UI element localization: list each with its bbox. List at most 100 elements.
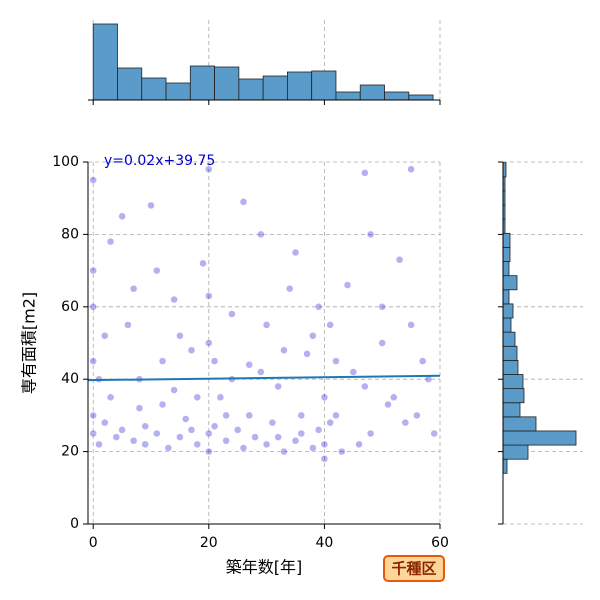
point [413, 411, 421, 420]
bar [502, 458, 508, 474]
point [401, 418, 410, 427]
point [228, 310, 236, 318]
bar [502, 416, 537, 432]
point [101, 418, 109, 427]
bar [335, 91, 361, 101]
point [332, 411, 340, 420]
y-tick-label: 60 [61, 299, 79, 315]
point [170, 295, 178, 304]
point [89, 266, 97, 275]
bar [502, 232, 511, 248]
point [216, 393, 225, 402]
bar [189, 65, 215, 101]
point [268, 418, 277, 427]
bar [359, 84, 385, 101]
y-tick-label: 80 [61, 226, 79, 242]
point [89, 357, 97, 365]
bar [384, 91, 410, 101]
point [222, 411, 230, 420]
point [257, 368, 265, 376]
point [320, 440, 329, 449]
point [233, 426, 242, 434]
point [205, 165, 213, 173]
point [390, 393, 398, 402]
point [239, 198, 248, 206]
point [89, 303, 97, 311]
point [291, 436, 300, 445]
point [89, 176, 97, 184]
bar [117, 67, 143, 101]
point [309, 444, 317, 452]
badge-box [383, 555, 445, 582]
bar [238, 78, 264, 101]
point [343, 281, 352, 289]
point [361, 169, 369, 177]
point [239, 444, 248, 452]
point [89, 411, 97, 420]
point [366, 230, 375, 239]
bar [92, 23, 118, 101]
point [205, 292, 213, 300]
point [193, 440, 201, 449]
point [326, 321, 334, 329]
point [303, 350, 311, 358]
point [124, 321, 132, 329]
y-tick-label: 0 [70, 516, 79, 532]
point [153, 429, 161, 438]
point [193, 393, 201, 402]
bar [262, 75, 288, 101]
bar [502, 275, 518, 291]
bar [502, 331, 516, 347]
point [274, 433, 282, 441]
point [407, 321, 415, 329]
bar [165, 82, 191, 101]
point [205, 429, 213, 438]
x-tick-label: 40 [315, 535, 333, 551]
bar [502, 345, 518, 361]
point [245, 411, 254, 420]
bar [502, 289, 510, 305]
point [141, 422, 149, 431]
point [176, 332, 184, 340]
point [164, 444, 173, 452]
bar [502, 444, 529, 460]
bar [502, 317, 512, 333]
point [314, 303, 323, 311]
point [384, 400, 392, 409]
point [378, 339, 386, 347]
point [251, 433, 259, 441]
point [141, 440, 149, 449]
point [170, 386, 178, 394]
point [205, 339, 213, 347]
point [106, 393, 115, 402]
point [158, 357, 167, 365]
point [297, 411, 306, 420]
y-tick-label: 100 [52, 154, 79, 170]
point [199, 259, 207, 268]
y-tick-label: 40 [61, 371, 79, 387]
bar [502, 261, 510, 277]
x-tick-label: 0 [89, 535, 98, 551]
point [257, 230, 265, 239]
badge: 千種区 [391, 560, 436, 578]
point [129, 436, 138, 445]
point [337, 447, 346, 456]
point [407, 165, 415, 173]
point [314, 426, 323, 434]
bar [502, 430, 577, 446]
point [176, 433, 184, 441]
point [418, 357, 427, 365]
point [320, 393, 329, 402]
point [262, 440, 271, 449]
point [355, 440, 363, 449]
bar [502, 247, 511, 262]
bar [502, 402, 521, 418]
point [205, 447, 213, 456]
x-tick-label: 20 [200, 535, 218, 551]
point [285, 284, 294, 293]
regression-line [87, 374, 441, 382]
point [280, 346, 288, 354]
point [378, 303, 386, 311]
bar [502, 359, 519, 375]
